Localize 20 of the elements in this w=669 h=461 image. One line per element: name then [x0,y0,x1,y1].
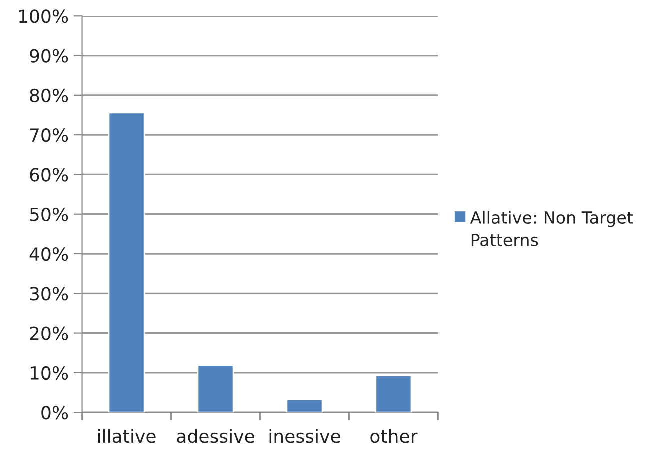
y-tick-label: 30% [30,287,68,301]
x-tick-label: illative [98,429,156,444]
y-tick-label: 20% [30,326,68,340]
y-tick-label: 10% [30,366,68,380]
y-tick-label: 100% [19,10,68,24]
legend-label: Allative: Non Target Patterns [470,211,634,246]
x-tick-label: adessive [177,429,254,444]
y-tick-label: 60% [30,168,68,182]
bar [197,364,234,413]
y-tick-label: 0% [42,406,68,420]
bar [286,398,324,413]
x-tick-label: other [370,429,418,444]
y-tick-label: 70% [30,128,68,142]
x-tick-label: inessive [270,429,340,444]
y-tick-label: 80% [30,88,68,103]
y-tick-label: 50% [30,208,68,222]
y-tick-label: 90% [30,49,68,63]
bar [108,112,146,413]
bar [375,375,412,413]
y-tick-label: 40% [30,247,68,262]
